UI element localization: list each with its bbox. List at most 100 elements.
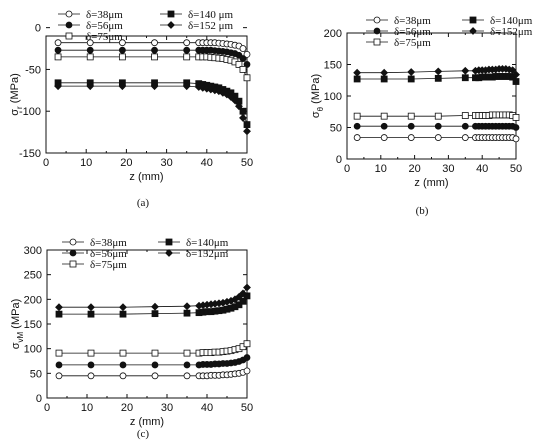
series-filled-square [55, 292, 251, 318]
series-filled-circle [353, 122, 520, 131]
data-point [353, 122, 361, 130]
x-tick-label: 50 [241, 402, 253, 414]
y-tick-label: 100 [24, 344, 42, 356]
data-point [183, 39, 191, 47]
data-point [69, 249, 77, 257]
data-point [54, 39, 62, 47]
data-point [167, 10, 175, 18]
x-tick-label: 20 [408, 163, 420, 175]
legend-label: δ=75μm [86, 31, 123, 43]
data-point [407, 134, 415, 141]
data-point [353, 68, 362, 77]
data-point [373, 16, 381, 24]
series-filled-circle [55, 354, 251, 369]
y-axis-label: σθ (MPa) [310, 74, 325, 118]
legend-label: δ=75μm [394, 37, 431, 49]
data-point [65, 32, 73, 40]
data-point [512, 135, 520, 143]
panel-label: (c) [137, 428, 150, 440]
series-filled-diamond [353, 64, 520, 79]
y-tick-label: 50 [330, 123, 342, 135]
data-point [151, 39, 158, 47]
data-point [407, 68, 416, 76]
data-point [151, 302, 159, 311]
series-open-square [54, 53, 251, 82]
x-tick-label: 30 [160, 157, 172, 169]
data-point [87, 361, 95, 369]
data-point [183, 309, 191, 317]
data-point [512, 114, 520, 121]
data-point [243, 74, 251, 82]
data-point [183, 372, 191, 380]
data-point [151, 46, 158, 54]
data-point [461, 134, 469, 141]
data-point [461, 66, 470, 75]
data-point [434, 74, 442, 82]
x-tick-label: 0 [44, 402, 50, 414]
data-point [512, 124, 520, 131]
y-tick-label: 0 [35, 23, 41, 35]
data-point [380, 134, 388, 141]
data-point [55, 310, 63, 318]
data-point [55, 372, 63, 380]
series-filled-diamond [55, 283, 251, 312]
series-filled-circle [54, 46, 251, 68]
data-point [508, 66, 517, 75]
legend-label: δ=140 μm [188, 9, 234, 21]
data-point [239, 289, 247, 298]
legend-label: δ=140μm [490, 15, 533, 27]
x-tick-label: 20 [120, 157, 132, 169]
panel-label: (a) [137, 197, 150, 209]
data-point [183, 349, 191, 357]
y-axis-label: σr (MPa) [9, 73, 24, 115]
series-open-square [353, 111, 520, 121]
data-point [87, 310, 95, 318]
x-axis-label: z (mm) [414, 177, 448, 189]
legend-label: δ=152μm [490, 26, 533, 38]
data-point [380, 112, 388, 120]
data-point [118, 39, 126, 47]
x-tick-label: 30 [161, 402, 173, 414]
y-tick-label: 0 [36, 393, 42, 405]
data-point [119, 310, 127, 318]
data-point [165, 238, 173, 246]
data-point [86, 82, 95, 91]
data-point [54, 82, 62, 91]
panel-label: (b) [416, 205, 429, 217]
y-tick-label: 0 [336, 154, 342, 166]
y-tick-label: 150 [24, 319, 42, 331]
x-tick-label: 40 [201, 157, 213, 169]
legend-label: δ=75μm [90, 259, 127, 271]
data-point [151, 361, 159, 369]
data-point [461, 74, 469, 82]
data-point [54, 53, 62, 61]
data-point [434, 67, 443, 76]
data-point [86, 53, 94, 61]
data-point [183, 361, 191, 369]
data-point [434, 112, 442, 120]
data-point [434, 122, 442, 130]
legend-label: δ=152μm [186, 248, 229, 260]
y-tick-label: -50 [25, 64, 41, 76]
data-point [373, 27, 381, 35]
data-point [151, 310, 159, 318]
legend-label: δ=56μm [86, 20, 123, 32]
y-tick-label: 50 [30, 368, 42, 380]
x-axis-label: z (mm) [130, 416, 164, 428]
data-point [86, 46, 94, 54]
data-point [235, 301, 243, 309]
data-point [65, 10, 73, 18]
data-point [239, 297, 247, 305]
x-tick-label: 0 [43, 157, 49, 169]
data-point [380, 68, 389, 77]
data-point [380, 122, 388, 130]
data-point [235, 102, 243, 111]
legend-label: δ=38μm [86, 9, 123, 21]
chart-panel-c: 0 10 20 30 40 50 0 50 100 150 200 250 300 z (mm) σvM (… [10, 237, 253, 440]
data-point [469, 16, 477, 24]
data-point [54, 46, 62, 54]
data-point [239, 113, 247, 122]
data-point [239, 55, 247, 62]
data-point [243, 367, 251, 375]
